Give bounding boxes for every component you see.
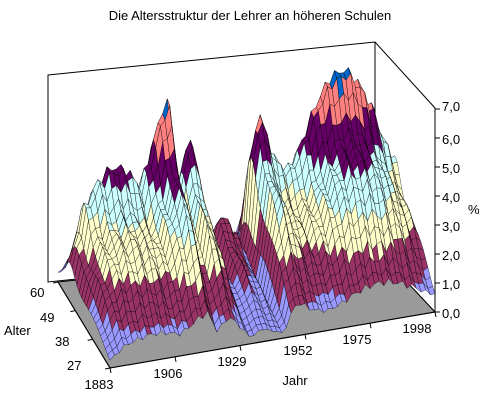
year-tick-label: 1906 [154,366,183,381]
z-tick-label: 3,0 [442,219,460,234]
z-tick-label: 6,0 [442,132,460,147]
surface-bands [57,67,436,361]
z-tick-label: 0,0 [442,306,460,321]
year-tick-mark [304,334,307,340]
age-tick-mark [70,310,76,313]
year-tick-mark [109,367,112,374]
age-tick-label: 60 [30,285,44,300]
age-tick-mark [87,338,93,341]
age-tick-mark [52,281,59,284]
z-tick-label: 5,0 [442,161,460,176]
year-tick-mark [434,311,437,318]
z-tick-label: 4,0 [442,190,460,205]
year-tick-mark [239,345,242,351]
age-tick-label: 38 [55,334,69,349]
year-tick-label: 1883 [85,377,114,392]
year-tick-label: 1975 [343,332,372,347]
surface-row [107,267,436,361]
axis-tick-marks [52,108,440,374]
front-edge [109,311,436,369]
surface-cell [427,285,436,296]
age-axis-label: Alter [4,323,31,338]
surface-row [97,208,426,337]
age-tick-label: 49 [40,310,54,325]
z-axis-label: % [468,202,480,217]
year-axis-label: Jahr [282,373,308,388]
z-tick-label: 7,0 [442,99,460,114]
z-tick-label: 2,0 [442,248,460,263]
chart-title: Die Altersstruktur der Lehrer an höheren… [109,8,392,23]
surface-row [79,127,407,299]
surface-row [100,225,429,343]
year-tick-mark [369,323,372,329]
year-tick-label: 1929 [218,354,247,369]
age-tick-label: 27 [67,358,81,373]
year-tick-label: 1998 [403,321,432,336]
year-tick-label: 1952 [284,343,313,358]
z-axis: 0,0 1,0 2,0 3,0 4,0 5,0 6,0 7,0 % [442,99,480,321]
year-tick-mark [174,356,177,362]
z-tick-label: 1,0 [442,277,460,292]
age-axis: 60 49 38 27 Alter [4,285,81,373]
age-tick-mark [104,367,111,370]
left-edge [57,281,111,369]
surface-row [105,254,433,356]
year-axis: 1883 1906 1929 1952 1975 1998 Jahr [85,321,432,392]
